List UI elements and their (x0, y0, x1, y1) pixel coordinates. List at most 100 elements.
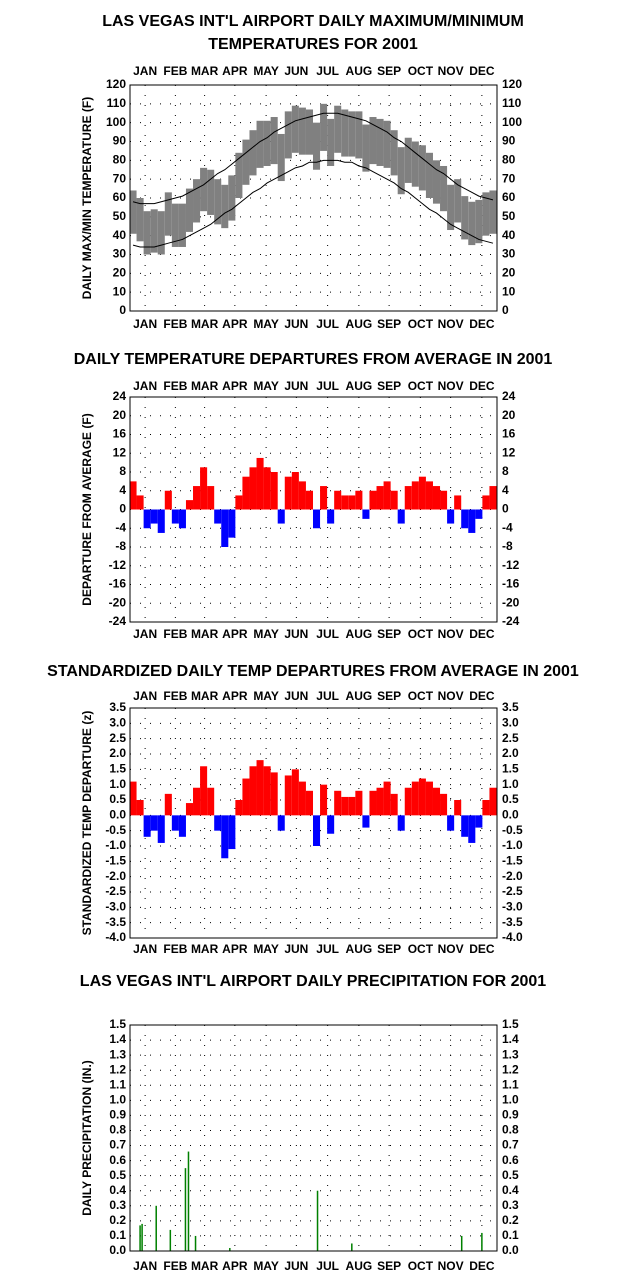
x-tick-label: NOV (438, 627, 464, 641)
bar (178, 509, 186, 529)
x-top-tick-label: JAN (133, 689, 157, 703)
bar (129, 481, 137, 510)
x-top-tick-label: JUL (316, 379, 339, 393)
y-tick-label: 0.1 (109, 1228, 126, 1242)
bar (207, 486, 215, 510)
y2-tick-label: 110 (502, 96, 522, 110)
x-top-tick-label: AUG (346, 379, 373, 393)
bar (291, 769, 299, 816)
x-tick-label: MAR (191, 1259, 219, 1273)
x-top-tick-label: MAR (191, 379, 219, 393)
bar (270, 472, 278, 510)
bar (468, 509, 476, 533)
x-tick-label: SEP (377, 1259, 401, 1273)
x-top-tick-label: JUL (316, 64, 339, 78)
y-tick-label: 1.5 (109, 1017, 126, 1031)
temp-range (327, 118, 335, 166)
y2-tick-label: 1.0 (502, 777, 519, 791)
y2-tick-label: -4 (502, 520, 513, 534)
x-tick-label: SEP (377, 317, 401, 331)
x-tick-label: FEB (163, 942, 187, 956)
x-top-tick-label: MAY (253, 689, 279, 703)
y-tick-label: 0.5 (109, 792, 126, 806)
bar (461, 815, 469, 837)
bar (348, 495, 356, 510)
x-tick-label: OCT (408, 942, 434, 956)
y-tick-label: -2.5 (105, 884, 126, 898)
y2-tick-label: 0.5 (502, 1168, 519, 1182)
bar (242, 476, 250, 510)
bar (207, 787, 215, 816)
x-top-tick-label: MAY (253, 64, 279, 78)
y2-tick-label: 1.4 (502, 1032, 519, 1046)
temp-range (249, 130, 257, 176)
bar (460, 1235, 463, 1251)
y-tick-label: 4 (119, 483, 126, 497)
y-tick-label: 12 (113, 445, 127, 459)
bar (277, 509, 285, 524)
bar (390, 793, 398, 816)
bar (312, 815, 321, 846)
y2-tick-label: 30 (502, 247, 516, 261)
bar (277, 815, 285, 831)
y-tick-label: -20 (109, 595, 127, 609)
bar (351, 1243, 353, 1251)
y2-tick-label: -1.0 (502, 838, 523, 852)
bar (341, 495, 349, 510)
y-tick-label: 10 (113, 284, 127, 298)
temp-range (369, 117, 377, 165)
bar (481, 1232, 483, 1251)
y-tick-label: 0.5 (109, 1168, 126, 1182)
y-tick-label: 1.0 (109, 777, 126, 791)
y2-tick-label: -24 (502, 614, 520, 628)
temp-range (404, 137, 412, 183)
bar (228, 509, 236, 538)
x-tick-label: JUN (284, 942, 308, 956)
bar (235, 495, 243, 510)
y2-tick-label: -16 (502, 577, 520, 591)
x-tick-label: JUN (284, 627, 308, 641)
temp-range (482, 192, 490, 236)
y2-tick-label: -3.0 (502, 900, 523, 914)
bar (334, 490, 342, 510)
x-top-tick-label: JAN (133, 379, 157, 393)
x-tick-label: MAY (253, 627, 279, 641)
y2-tick-label: 2.5 (502, 731, 519, 745)
x-top-tick-label: JUN (284, 689, 308, 703)
y2-tick-label: 1.2 (502, 1062, 519, 1076)
bar (316, 1190, 319, 1251)
bar (334, 790, 342, 816)
x-top-tick-label: JUN (284, 379, 308, 393)
x-tick-label: AUG (346, 942, 373, 956)
y2-tick-label: 60 (502, 190, 516, 204)
bar (362, 815, 370, 828)
bar (355, 790, 363, 816)
x-tick-label: AUG (346, 317, 373, 331)
bar (155, 1205, 157, 1251)
x-tick-label: MAR (191, 317, 219, 331)
x-tick-label: FEB (163, 317, 187, 331)
y2-tick-label: 70 (502, 171, 516, 185)
temp-range (341, 109, 349, 157)
bar (341, 796, 349, 816)
bar (229, 1247, 231, 1251)
y-tick-label: -4 (115, 520, 126, 534)
x-tick-label: SEP (377, 627, 401, 641)
temp-range (242, 139, 250, 185)
y2-tick-label: -8 (502, 539, 513, 553)
y2-tick-label: 8 (502, 464, 509, 478)
bar (185, 500, 194, 510)
y-tick-label: 50 (113, 209, 127, 223)
y2-tick-label: 0.2 (502, 1213, 519, 1227)
y2-tick-label: -12 (502, 558, 520, 572)
bar (376, 486, 384, 510)
bar (489, 787, 497, 816)
bar (404, 787, 412, 816)
bar (193, 787, 201, 816)
y2-tick-label: 0.4 (502, 1183, 519, 1197)
temp-range (277, 133, 285, 182)
x-top-tick-label: DEC (469, 379, 495, 393)
temp-range (355, 111, 363, 159)
temp-range (418, 145, 426, 191)
bar (327, 815, 335, 834)
